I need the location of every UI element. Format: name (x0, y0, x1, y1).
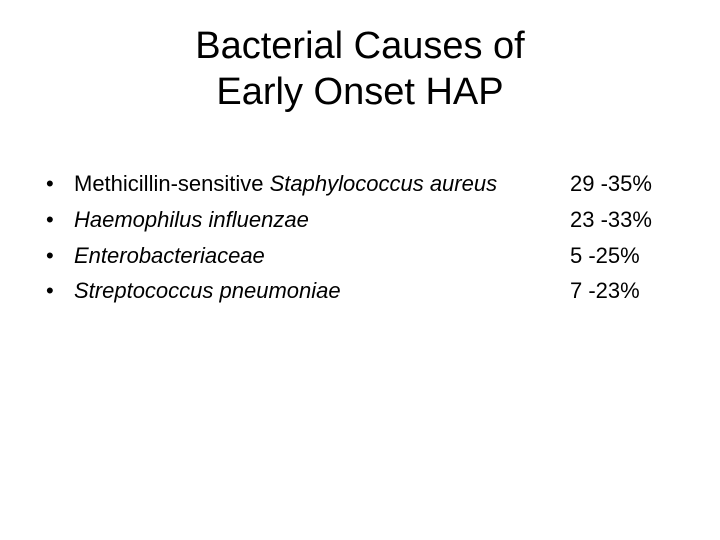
list-item: • Streptococcus pneumoniae 7 -23% (46, 276, 680, 306)
item-label: Streptococcus pneumoniae (74, 276, 341, 306)
list-item: • Enterobacteriaceae 5 -25% (46, 241, 680, 271)
bullet-icon: • (46, 241, 74, 271)
slide: Bacterial Causes of Early Onset HAP • Me… (0, 0, 720, 540)
item-organism: Staphylococcus aureus (270, 171, 497, 196)
item-organism: Haemophilus influenzae (74, 207, 309, 232)
bullet-icon: • (46, 276, 74, 306)
item-prefix: Methicillin-sensitive (74, 171, 270, 196)
item-percent: 5 -25% (570, 241, 680, 271)
item-label: Enterobacteriaceae (74, 241, 265, 271)
item-percent: 7 -23% (570, 276, 680, 306)
list-item: • Haemophilus influenzae 23 -33% (46, 205, 680, 235)
item-percent: 23 -33% (570, 205, 680, 235)
bullet-list: • Methicillin-sensitive Staphylococcus a… (40, 169, 680, 306)
slide-title: Bacterial Causes of Early Onset HAP (40, 24, 680, 115)
item-percent: 29 -35% (570, 169, 680, 199)
item-label: Methicillin-sensitive Staphylococcus aur… (74, 169, 497, 199)
item-organism: Enterobacteriaceae (74, 243, 265, 268)
bullet-icon: • (46, 205, 74, 235)
item-organism: Streptococcus pneumoniae (74, 278, 341, 303)
title-line-1: Bacterial Causes of (195, 25, 525, 67)
bullet-icon: • (46, 169, 74, 199)
title-line-2: Early Onset HAP (216, 71, 503, 113)
list-item: • Methicillin-sensitive Staphylococcus a… (46, 169, 680, 199)
item-label: Haemophilus influenzae (74, 205, 309, 235)
